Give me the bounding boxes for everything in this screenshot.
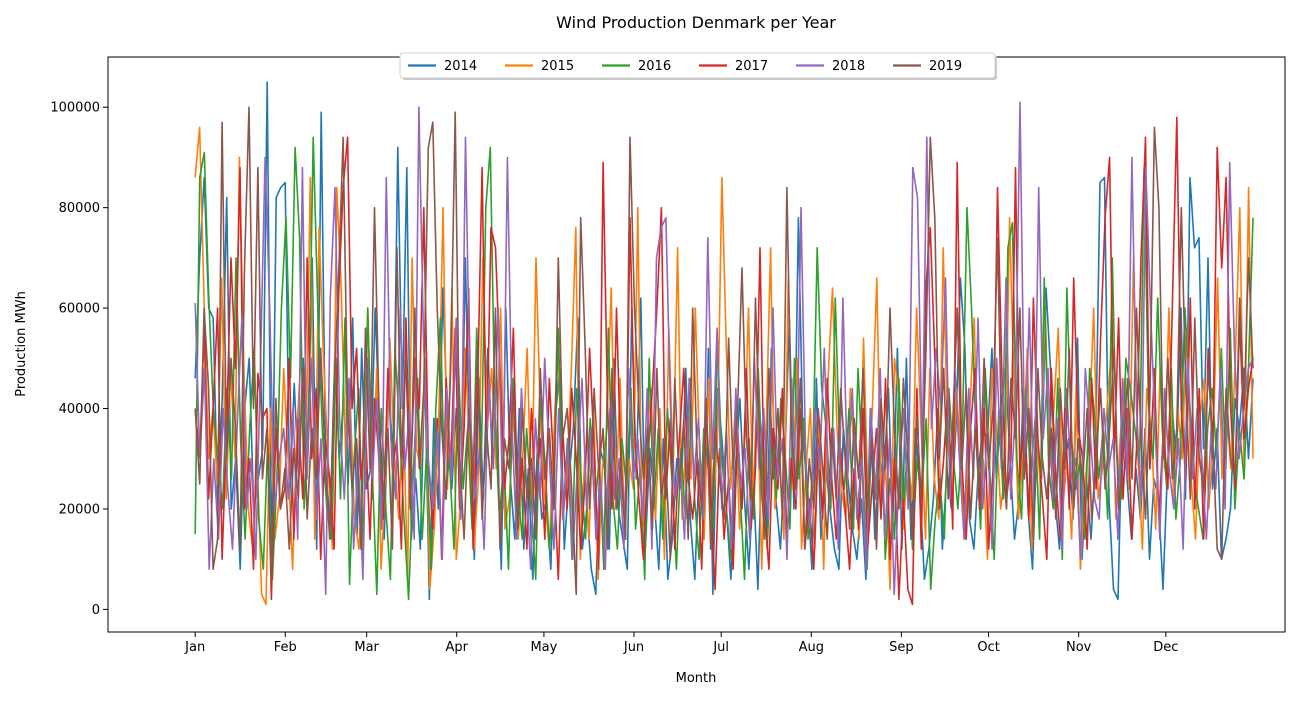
x-tick-label: Feb: [274, 640, 297, 655]
y-tick-label: 40000: [59, 402, 100, 417]
x-tick-label: May: [530, 640, 557, 655]
legend-label-2019: 2019: [929, 59, 962, 74]
x-tick-label: Jul: [712, 640, 729, 655]
legend-label-2014: 2014: [444, 59, 477, 74]
x-tick-label: Oct: [977, 640, 999, 655]
x-tick-label: Mar: [354, 640, 379, 655]
legend-label-2018: 2018: [832, 59, 865, 74]
y-tick-label: 60000: [59, 302, 100, 317]
series-line-2017: [194, 116, 1254, 606]
legend-label-2015: 2015: [541, 59, 574, 74]
x-tick-label: Jun: [623, 640, 644, 655]
legend: 2014 2015 2016 2017 2018 2019: [399, 52, 997, 80]
x-tick-label: Sep: [889, 640, 914, 655]
y-tick-label: 0: [92, 603, 100, 618]
x-tick-label: Dec: [1153, 640, 1178, 655]
chart-title: Wind Production Denmark per Year: [556, 13, 836, 32]
series-line-2019: [194, 106, 1254, 596]
series-line-2018: [194, 101, 1254, 596]
x-tick-label: Aug: [799, 640, 824, 655]
x-tick-label: Jan: [184, 640, 205, 655]
x-tick-label: Apr: [445, 640, 468, 655]
y-tick-label: 100000: [50, 101, 100, 116]
y-tick-label: 80000: [59, 201, 100, 216]
legend-label-2016: 2016: [638, 59, 671, 74]
x-tick-label: Nov: [1066, 640, 1092, 655]
x-axis-label: Month: [676, 671, 717, 686]
y-tick-label: 20000: [59, 502, 100, 517]
y-axis-label: Production MWh: [14, 291, 29, 397]
legend-box: [399, 52, 996, 79]
legend-label-2017: 2017: [735, 59, 768, 74]
